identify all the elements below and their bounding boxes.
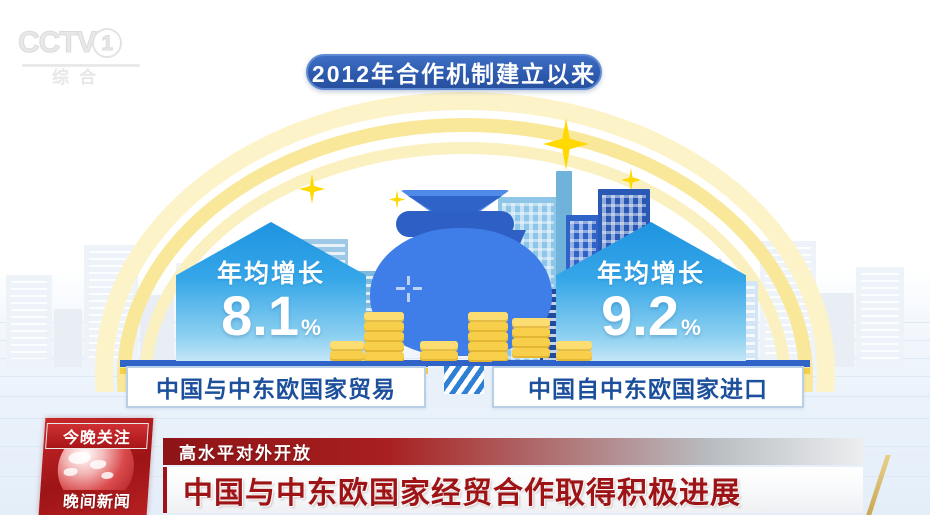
headline-bar: 中国与中东欧国家经贸合作取得积极进展 (163, 455, 891, 515)
program-name: 晚间新闻 (46, 488, 148, 512)
program-tag-text: 今晚关注 (62, 430, 132, 447)
left-stat-caption: 年均增长 (216, 260, 325, 288)
left-stat-unit: % (300, 315, 321, 340)
label-right-text: 中国自中东欧国家进口 (528, 376, 768, 402)
program-name-text: 晚间新闻 (62, 494, 132, 511)
right-stat-number: 9.2 (601, 284, 679, 347)
headline-end-slash (866, 455, 891, 515)
money-bag-lip-inner (408, 196, 502, 211)
kicker-bar: 高水平对外开放 (163, 438, 863, 465)
title-pill: 2012年合作机制建立以来 (306, 54, 602, 90)
label-box-right: 中国自中东欧国家进口 (492, 361, 804, 408)
left-stat-value: 8.1% (176, 288, 366, 344)
cctv-logo-text: CCTV (18, 26, 98, 59)
kicker-text: 高水平对外开放 (179, 444, 312, 463)
program-tag: 今晚关注 (45, 423, 149, 449)
right-stat-unit: % (680, 315, 701, 340)
label-box-left: 中国与中东欧国家贸易 (126, 361, 426, 408)
title-pill-text: 2012年合作机制建立以来 (311, 61, 597, 87)
label-left-text: 中国与中东欧国家贸易 (156, 376, 396, 402)
cctv-logo: CCTV 1 综合 (18, 26, 158, 90)
headline-text: 中国与中东欧国家经贸合作取得积极进展 (183, 477, 741, 510)
right-stat-caption: 年均增长 (596, 260, 705, 288)
left-stat-number: 8.1 (221, 284, 299, 347)
rainbow-arc (95, 92, 835, 392)
cctv-channel-number: 1 (91, 28, 122, 58)
lower-third: 今晚关注 晚间新闻 高水平对外开放 中国与中东欧国家经贸合作取得积极进展 (0, 415, 930, 515)
label-separator-stripes (444, 366, 484, 394)
ground-bar (120, 360, 810, 367)
globe-icon (48, 444, 143, 490)
money-bag-marker-icon (396, 276, 422, 302)
right-stat-value: 9.2% (556, 288, 746, 344)
cctv-logo-sub: 综合 (52, 68, 106, 87)
